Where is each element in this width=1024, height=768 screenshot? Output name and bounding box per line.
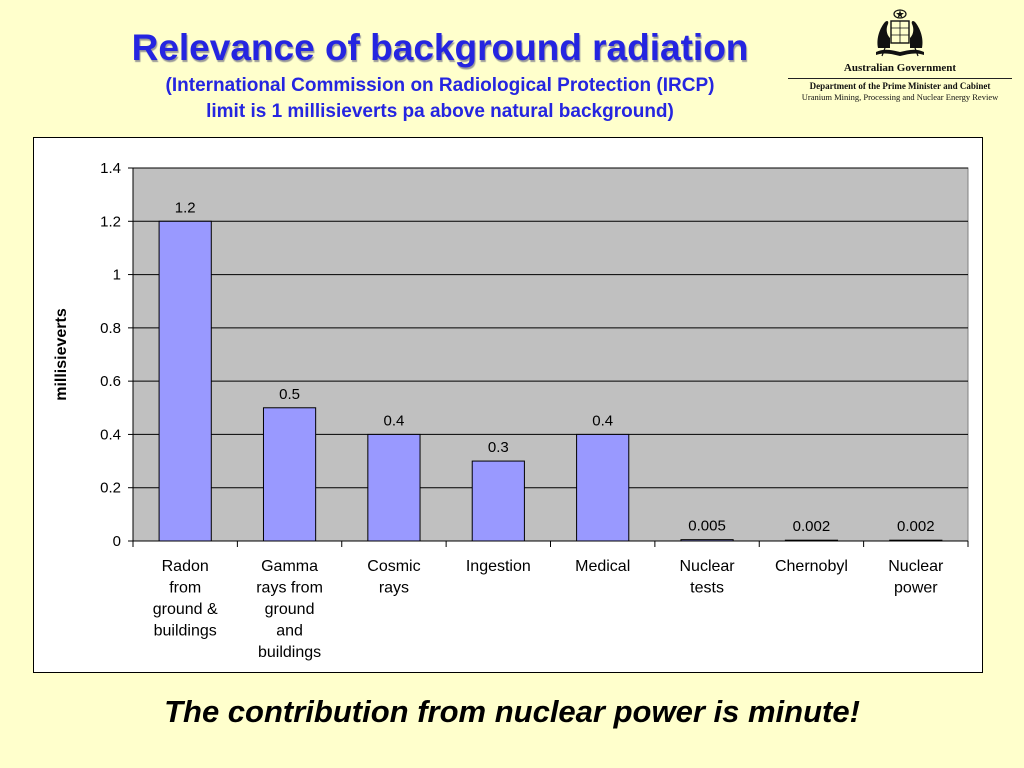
bar xyxy=(262,407,317,542)
category-label: Nuclear xyxy=(888,558,944,575)
bar-chart: 0 0.2 0.4 0.6 0.8 1 1.2 1.4 1.2 Radon from ground &… xyxy=(53,160,969,661)
y-tick-label: 0.4 xyxy=(100,426,121,443)
category-label: Medical xyxy=(575,558,630,575)
bar xyxy=(889,539,943,542)
category-label: Gamma xyxy=(261,558,318,575)
y-tick-label: 0.6 xyxy=(100,373,121,390)
y-tick-label: 1.4 xyxy=(100,160,121,177)
category-label: rays from xyxy=(256,580,323,597)
category-label: tests xyxy=(690,580,724,597)
data-label: 0.3 xyxy=(488,439,509,456)
data-label: 1.2 xyxy=(175,199,196,216)
category-label: ground xyxy=(265,601,315,618)
y-axis-label: millisieverts xyxy=(53,308,70,401)
slide-title: Relevance of background radiation xyxy=(131,27,749,68)
category-label: Nuclear xyxy=(679,558,735,575)
logo-review-text: Uranium Mining, Processing and Nuclear E… xyxy=(801,92,999,102)
y-tick-label: 0.2 xyxy=(100,480,121,497)
plot-area xyxy=(132,167,969,542)
data-label: 0.4 xyxy=(592,412,613,429)
slide-subtitle: (International Commission on Radiologica… xyxy=(60,73,820,125)
y-tick-label: 1 xyxy=(113,267,121,284)
y-tick-label: 1.2 xyxy=(100,213,121,230)
category-label: Cosmic xyxy=(367,558,420,575)
category-label: Chernobyl xyxy=(775,558,848,575)
logo-government-text: Australian Government xyxy=(843,62,957,74)
logo-department-text: Department of the Prime Minister and Cab… xyxy=(809,81,991,91)
subtitle-line-1: (International Commission on Radiologica… xyxy=(165,75,715,96)
data-label: 0.4 xyxy=(384,412,405,429)
bar xyxy=(680,539,734,542)
logo-divider xyxy=(788,78,1012,79)
category-label: Ingestion xyxy=(466,558,531,575)
category-label: from xyxy=(169,580,201,597)
category-label: rays xyxy=(379,580,409,597)
category-label: buildings xyxy=(258,644,321,661)
y-tick-label: 0 xyxy=(113,533,121,550)
government-logo: Australian Government Department of the … xyxy=(784,8,1016,102)
data-label: 0.5 xyxy=(279,386,300,403)
bar xyxy=(367,433,421,542)
category-label: power xyxy=(894,580,938,597)
bar xyxy=(158,220,212,542)
category-label: and xyxy=(276,623,303,640)
bar xyxy=(784,539,839,542)
category-label: buildings xyxy=(154,623,217,640)
subtitle-line-2: limit is 1 millisieverts pa above natura… xyxy=(206,101,674,122)
bar xyxy=(471,460,525,542)
coat-of-arms-icon xyxy=(876,9,924,57)
y-tick-label: 0.8 xyxy=(100,320,121,337)
data-label: 0.002 xyxy=(793,518,831,535)
bar xyxy=(576,433,630,542)
category-label: ground & xyxy=(153,601,218,618)
slide-caption: The contribution from nuclear power is m… xyxy=(164,694,860,729)
data-label: 0.005 xyxy=(688,518,726,535)
category-label: Radon xyxy=(162,558,209,575)
chart-frame: 0 0.2 0.4 0.6 0.8 1 1.2 1.4 1.2 Radon from ground &… xyxy=(33,137,983,673)
data-label: 0.002 xyxy=(897,518,935,535)
